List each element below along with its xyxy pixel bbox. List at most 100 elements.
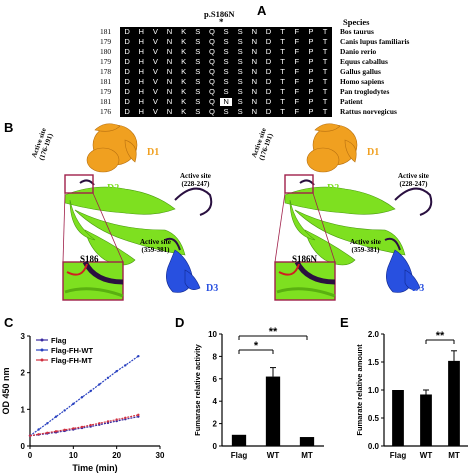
- y-tick-label: 8: [213, 352, 218, 361]
- amino-acid: S: [237, 87, 243, 96]
- data-point: [137, 354, 140, 358]
- bar: [448, 360, 460, 446]
- amino-acid: V: [152, 27, 158, 36]
- data-point: [98, 422, 101, 425]
- amino-acid: D: [124, 57, 130, 66]
- amino-acid: P: [308, 47, 314, 56]
- x-tick-label: 20: [112, 451, 121, 460]
- amino-acid: D: [265, 27, 272, 36]
- amino-acid: N: [166, 57, 173, 66]
- amino-acid: N: [251, 47, 258, 56]
- amino-acid: N: [166, 87, 173, 96]
- amino-acid: T: [322, 77, 328, 86]
- category-label: Flag: [390, 451, 407, 460]
- data-point: [115, 418, 118, 421]
- amino-acid: P: [308, 97, 314, 106]
- amino-acid: T: [280, 77, 285, 86]
- amino-acid: H: [138, 87, 144, 96]
- bar: [265, 376, 281, 446]
- data-point: [46, 431, 49, 434]
- panel-label-a: A: [257, 3, 267, 18]
- amino-acid: Q: [208, 87, 215, 96]
- mutation-label: p.S186N: [204, 9, 235, 19]
- amino-acid: T: [322, 27, 328, 36]
- amino-acid: Q: [208, 77, 215, 86]
- amino-acid: H: [138, 97, 144, 106]
- amino-acid: S: [195, 47, 201, 56]
- amino-acid: N: [166, 97, 173, 106]
- inset-zoom: [62, 260, 124, 301]
- amino-acid: N: [166, 107, 173, 116]
- amino-acid: S: [195, 87, 201, 96]
- amino-acid: D: [124, 77, 130, 86]
- amino-acid: H: [138, 77, 144, 86]
- y-tick-label: 1.0: [368, 386, 380, 395]
- legend-label: Flag-FH-WT: [51, 346, 93, 355]
- amino-acid: T: [322, 107, 328, 116]
- y-axis-label: OD 450 nm: [1, 367, 11, 414]
- amino-acid: F: [294, 97, 300, 106]
- amino-acid: V: [152, 87, 158, 96]
- amino-acid: T: [322, 87, 328, 96]
- amino-acid: Q: [208, 27, 215, 36]
- data-point: [115, 370, 118, 373]
- amino-acid: K: [181, 77, 187, 86]
- d3-domain: [166, 249, 201, 293]
- amino-acid: P: [308, 77, 314, 86]
- amino-acid: S: [223, 77, 229, 86]
- bar: [392, 390, 404, 446]
- data-point: [37, 433, 40, 436]
- amino-acid: N: [251, 57, 258, 66]
- species-name: Patient: [340, 97, 363, 106]
- species-name: Equus caballus: [340, 57, 388, 66]
- amino-acid: V: [152, 97, 158, 106]
- amino-acid: S: [195, 97, 201, 106]
- amino-acid: S: [223, 67, 229, 76]
- amino-acid: V: [152, 57, 158, 66]
- residue-number: 181: [100, 27, 112, 36]
- amino-acid: V: [152, 107, 158, 116]
- species-name: Pan troglodytes: [340, 87, 390, 96]
- y-tick-label: 3: [21, 332, 26, 341]
- y-tick-label: 1: [21, 405, 26, 414]
- amino-acid: T: [322, 37, 328, 46]
- amino-acid: F: [294, 47, 300, 56]
- amino-acid: V: [152, 47, 158, 56]
- d1-domain: [86, 123, 138, 173]
- amino-acid: S: [237, 27, 243, 36]
- protein-structure-left: [62, 123, 213, 301]
- y-tick-label: 6: [213, 375, 218, 384]
- amino-acid: S: [237, 37, 243, 46]
- amino-acid: Q: [208, 97, 215, 106]
- amino-acid: D: [265, 37, 272, 46]
- species-name: Danio rerio: [340, 47, 377, 56]
- data-point: [80, 396, 84, 399]
- amino-acid: S: [237, 47, 243, 56]
- amino-acid: N: [251, 97, 258, 106]
- amino-acid: S: [195, 77, 201, 86]
- residue-label-right: S186N: [292, 254, 318, 264]
- d1-domain: [306, 123, 358, 173]
- data-point: [54, 415, 58, 418]
- residue-number: 179: [100, 57, 112, 66]
- data-point: [89, 389, 92, 393]
- amino-acid: D: [265, 57, 272, 66]
- amino-acid: D: [265, 107, 272, 116]
- amino-acid: S: [237, 107, 243, 116]
- amino-acid: S: [237, 97, 243, 106]
- d2-domain: [64, 186, 186, 266]
- chart-fumarate-amount: 0.0 0.5 1.0 1.5 2.0 Fumarate relative amount F…: [355, 330, 468, 460]
- category-label: WT: [267, 451, 280, 460]
- category-label: WT: [420, 451, 433, 460]
- amino-acid: T: [280, 87, 285, 96]
- amino-acid: K: [181, 57, 187, 66]
- amino-acid: K: [181, 47, 187, 56]
- bar: [299, 437, 315, 446]
- panel-label-c: C: [4, 315, 14, 330]
- residue-number: 178: [100, 67, 112, 76]
- y-axis-label: Fumarate relative amount: [355, 344, 364, 436]
- amino-acid: F: [294, 107, 300, 116]
- y-tick-label: 2: [21, 369, 26, 378]
